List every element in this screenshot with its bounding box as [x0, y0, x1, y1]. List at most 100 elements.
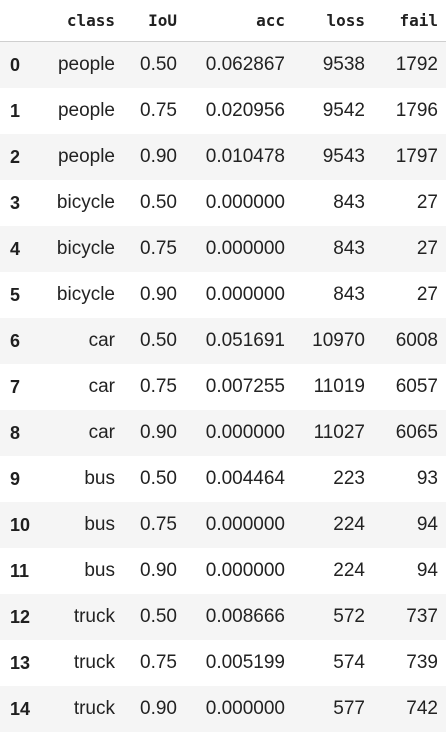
cell-fail: 94 [373, 548, 446, 594]
cell-class: truck [34, 594, 123, 640]
row-index: 1 [0, 88, 34, 134]
row-index: 5 [0, 272, 34, 318]
header-row: class IoU acc loss fail [0, 0, 446, 42]
cell-iou: 0.75 [123, 640, 185, 686]
cell-iou: 0.90 [123, 134, 185, 180]
cell-class: truck [34, 686, 123, 732]
cell-iou: 0.90 [123, 272, 185, 318]
cell-acc: 0.010478 [185, 134, 293, 180]
cell-acc: 0.020956 [185, 88, 293, 134]
cell-iou: 0.75 [123, 364, 185, 410]
cell-class: bus [34, 456, 123, 502]
cell-loss: 843 [293, 272, 373, 318]
table-row: 2 people 0.90 0.010478 9543 1797 [0, 134, 446, 180]
row-index: 0 [0, 41, 34, 88]
table-row: 8 car 0.90 0.000000 11027 6065 [0, 410, 446, 456]
cell-acc: 0.000000 [185, 502, 293, 548]
cell-class: car [34, 318, 123, 364]
row-index: 3 [0, 180, 34, 226]
cell-class: car [34, 410, 123, 456]
cell-fail: 6065 [373, 410, 446, 456]
column-header-fail: fail [373, 0, 446, 42]
cell-class: car [34, 364, 123, 410]
table-row: 0 people 0.50 0.062867 9538 1792 [0, 41, 446, 88]
table-row: 3 bicycle 0.50 0.000000 843 27 [0, 180, 446, 226]
cell-acc: 0.000000 [185, 686, 293, 732]
row-index: 4 [0, 226, 34, 272]
cell-iou: 0.50 [123, 180, 185, 226]
cell-acc: 0.000000 [185, 180, 293, 226]
cell-iou: 0.90 [123, 548, 185, 594]
cell-fail: 1796 [373, 88, 446, 134]
table-row: 10 bus 0.75 0.000000 224 94 [0, 502, 446, 548]
table-body: 0 people 0.50 0.062867 9538 1792 1 people 0.75 0.… [0, 41, 446, 732]
cell-fail: 6008 [373, 318, 446, 364]
cell-loss: 9543 [293, 134, 373, 180]
cell-fail: 27 [373, 226, 446, 272]
cell-loss: 843 [293, 226, 373, 272]
cell-iou: 0.50 [123, 41, 185, 88]
table-row: 4 bicycle 0.75 0.000000 843 27 [0, 226, 446, 272]
cell-fail: 742 [373, 686, 446, 732]
table-row: 5 bicycle 0.90 0.000000 843 27 [0, 272, 446, 318]
cell-fail: 6057 [373, 364, 446, 410]
row-index: 12 [0, 594, 34, 640]
column-header-class: class [34, 0, 123, 42]
cell-iou: 0.75 [123, 502, 185, 548]
cell-loss: 11027 [293, 410, 373, 456]
cell-acc: 0.051691 [185, 318, 293, 364]
cell-iou: 0.50 [123, 456, 185, 502]
cell-fail: 1797 [373, 134, 446, 180]
cell-loss: 11019 [293, 364, 373, 410]
cell-class: bicycle [34, 180, 123, 226]
table-row: 9 bus 0.50 0.004464 223 93 [0, 456, 446, 502]
row-index: 6 [0, 318, 34, 364]
cell-class: bus [34, 548, 123, 594]
index-column-header [0, 0, 34, 42]
row-index: 8 [0, 410, 34, 456]
cell-acc: 0.005199 [185, 640, 293, 686]
cell-fail: 739 [373, 640, 446, 686]
table-row: 13 truck 0.75 0.005199 574 739 [0, 640, 446, 686]
row-index: 11 [0, 548, 34, 594]
cell-acc: 0.004464 [185, 456, 293, 502]
column-header-acc: acc [185, 0, 293, 42]
cell-iou: 0.90 [123, 410, 185, 456]
row-index: 9 [0, 456, 34, 502]
cell-acc: 0.008666 [185, 594, 293, 640]
cell-class: people [34, 41, 123, 88]
table-row: 12 truck 0.50 0.008666 572 737 [0, 594, 446, 640]
cell-acc: 0.062867 [185, 41, 293, 88]
cell-loss: 572 [293, 594, 373, 640]
cell-loss: 10970 [293, 318, 373, 364]
row-index: 2 [0, 134, 34, 180]
cell-loss: 9542 [293, 88, 373, 134]
cell-class: bicycle [34, 226, 123, 272]
cell-class: truck [34, 640, 123, 686]
cell-loss: 224 [293, 502, 373, 548]
cell-class: bus [34, 502, 123, 548]
cell-class: bicycle [34, 272, 123, 318]
cell-loss: 223 [293, 456, 373, 502]
table-row: 14 truck 0.90 0.000000 577 742 [0, 686, 446, 732]
cell-acc: 0.000000 [185, 226, 293, 272]
table-row: 7 car 0.75 0.007255 11019 6057 [0, 364, 446, 410]
cell-class: people [34, 88, 123, 134]
cell-loss: 224 [293, 548, 373, 594]
cell-acc: 0.000000 [185, 272, 293, 318]
cell-iou: 0.75 [123, 88, 185, 134]
cell-iou: 0.90 [123, 686, 185, 732]
cell-fail: 1792 [373, 41, 446, 88]
table-row: 6 car 0.50 0.051691 10970 6008 [0, 318, 446, 364]
table-row: 1 people 0.75 0.020956 9542 1796 [0, 88, 446, 134]
cell-fail: 27 [373, 272, 446, 318]
cell-iou: 0.75 [123, 226, 185, 272]
row-index: 7 [0, 364, 34, 410]
cell-fail: 737 [373, 594, 446, 640]
cell-fail: 94 [373, 502, 446, 548]
cell-acc: 0.000000 [185, 548, 293, 594]
table-row: 11 bus 0.90 0.000000 224 94 [0, 548, 446, 594]
cell-acc: 0.007255 [185, 364, 293, 410]
column-header-loss: loss [293, 0, 373, 42]
